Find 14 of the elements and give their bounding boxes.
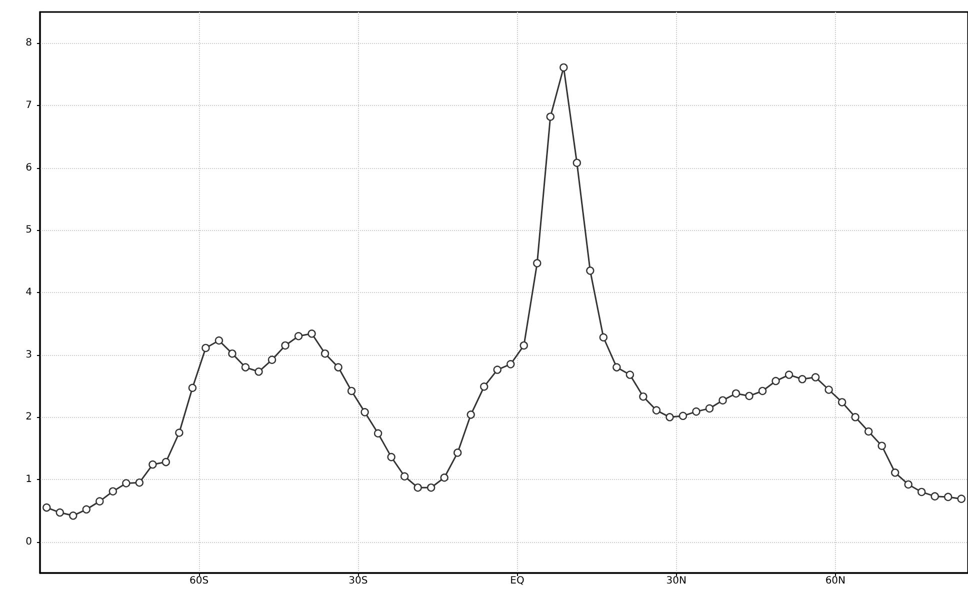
- y-tick-label: 2: [26, 412, 32, 423]
- x-tick-label: EQ: [510, 576, 524, 586]
- y-tick-label: 1: [26, 474, 32, 485]
- y-tick-label: 6: [26, 162, 32, 174]
- y-tick-label: 5: [26, 224, 32, 236]
- x-tick-label: 30N: [666, 576, 686, 586]
- y-tick-label: 0: [26, 536, 32, 548]
- y-tick-label: 7: [26, 100, 32, 111]
- y-tick-label: 4: [26, 287, 32, 298]
- y-tick-label: 3: [26, 349, 32, 360]
- x-tick-label: 60N: [825, 576, 846, 586]
- x-tick-label: 60S: [190, 576, 209, 586]
- y-tick-label: 8: [26, 38, 32, 49]
- x-tick-label: 30S: [348, 576, 368, 586]
